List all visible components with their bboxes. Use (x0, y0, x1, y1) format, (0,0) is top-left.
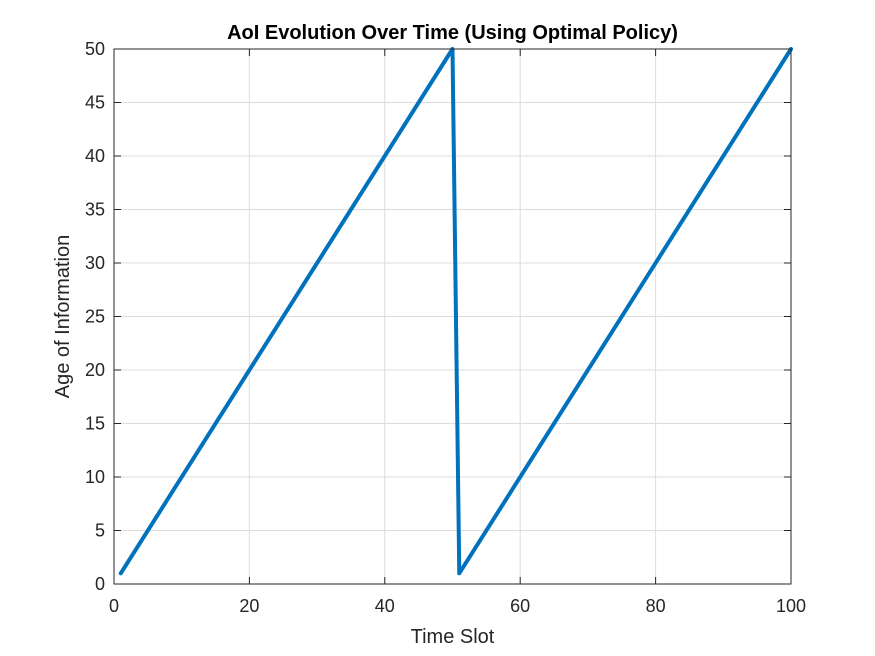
y-tick-label: 5 (95, 521, 105, 541)
series-line (118, 47, 793, 576)
tick-marks (113, 48, 792, 585)
y-tick-label: 10 (85, 467, 105, 487)
tick-labels: 0 20 40 60 80 100 0 5 10 15 20 25 30 35 40 45 50 (85, 39, 806, 616)
y-tick-label: 20 (85, 360, 105, 380)
x-tick-label: 0 (109, 596, 119, 616)
y-tick-label: 25 (85, 307, 105, 327)
y-tick-label: 35 (85, 200, 105, 220)
y-tick-label: 30 (85, 253, 105, 273)
x-tick-label: 60 (510, 596, 530, 616)
x-tick-label: 20 (239, 596, 259, 616)
chart-title: AoI Evolution Over Time (Using Optimal P… (227, 22, 678, 44)
y-tick-label: 0 (95, 574, 105, 594)
x-tick-label: 80 (646, 596, 666, 616)
x-tick-label: 100 (776, 596, 806, 616)
x-tick-label: 40 (375, 596, 395, 616)
y-tick-label: 40 (85, 146, 105, 166)
y-axis-label: Age of Information (52, 235, 74, 398)
series-layer (118, 47, 793, 576)
y-tick-label: 50 (85, 39, 105, 59)
y-tick-label: 15 (85, 414, 105, 434)
y-tick-label: 45 (85, 93, 105, 113)
x-axis-label: Time Slot (411, 626, 495, 648)
